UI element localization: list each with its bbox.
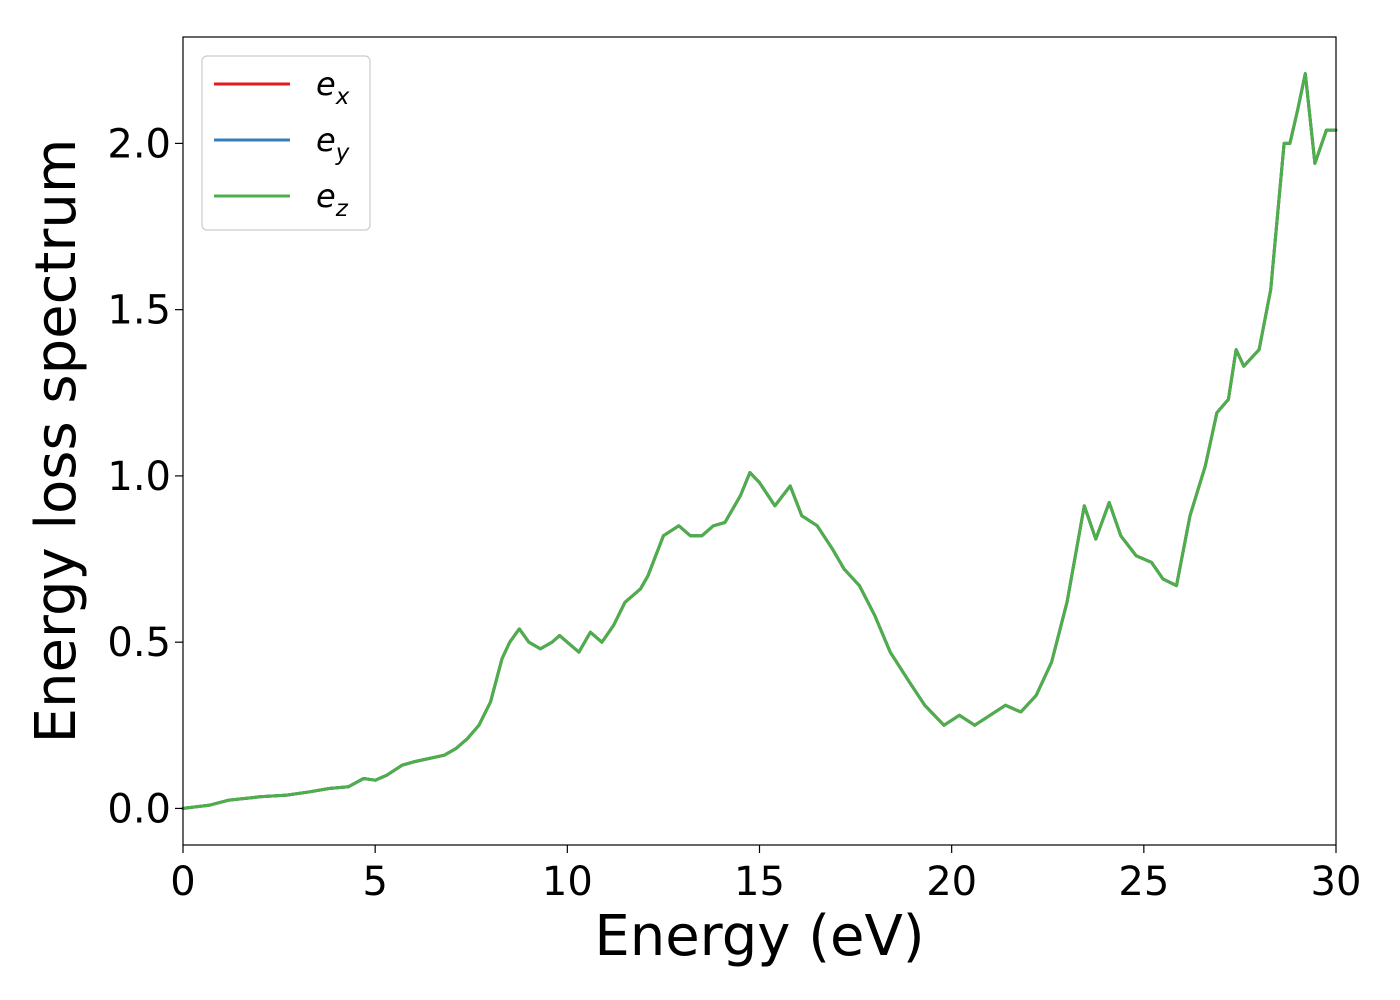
legend-label-base: e bbox=[316, 65, 336, 103]
x-tick-label: 30 bbox=[1311, 859, 1362, 905]
legend-label-base: e bbox=[316, 177, 336, 215]
y-tick-label: 1.5 bbox=[107, 288, 171, 334]
x-tick-label: 0 bbox=[170, 859, 195, 905]
legend-label-ey: ey bbox=[316, 121, 350, 166]
legend-label-subscript: x bbox=[335, 84, 350, 110]
ticks-layer: 0 5 10 15 20 25 30 0.0 0.5 1.0 1.5 2.0 bbox=[107, 121, 1361, 905]
y-tick-label: 0.0 bbox=[107, 786, 171, 832]
legend-label-ez: ez bbox=[316, 177, 349, 222]
y-tick-label: 1.0 bbox=[107, 454, 171, 500]
x-tick-label: 15 bbox=[734, 859, 785, 905]
x-tick-label: 20 bbox=[926, 859, 977, 905]
y-tick-label: 0.5 bbox=[107, 620, 171, 666]
legend-label-ex: ex bbox=[316, 65, 350, 110]
x-tick-label: 5 bbox=[362, 859, 387, 905]
y-tick-label: 2.0 bbox=[107, 121, 171, 167]
x-tick-label: 25 bbox=[1118, 859, 1169, 905]
x-axis-title: Energy (eV) bbox=[594, 904, 924, 969]
series-line-e-z bbox=[181, 72, 1338, 810]
x-tick-label: 10 bbox=[542, 859, 593, 905]
legend-box bbox=[201, 55, 371, 231]
legend-label-subscript: y bbox=[335, 140, 350, 166]
y-axis-title: Energy loss spectrum bbox=[24, 139, 89, 744]
legend-label-subscript: z bbox=[335, 196, 349, 222]
series-layer bbox=[181, 72, 1338, 810]
legend-label-base: e bbox=[316, 121, 336, 159]
